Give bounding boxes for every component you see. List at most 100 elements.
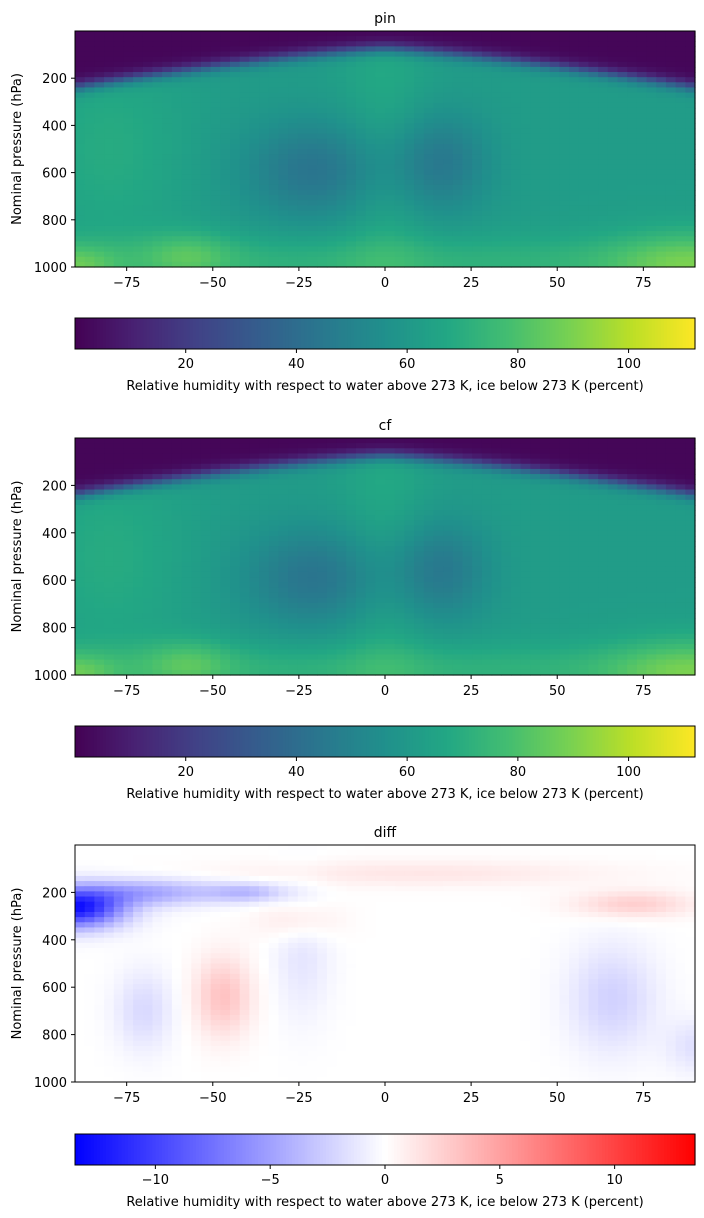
- heatmap-cell: [297, 556, 309, 563]
- heatmap-cell: [617, 41, 628, 47]
- heatmap-cell: [210, 82, 221, 89]
- heatmap-cell: [423, 92, 435, 99]
- heatmap-cell: [385, 77, 396, 83]
- heatmap-cell: [414, 92, 425, 99]
- heatmap-cell: [540, 164, 551, 171]
- heatmap-cell: [510, 164, 522, 171]
- heatmap-cell: [230, 241, 241, 248]
- heatmap-cell: [481, 515, 493, 522]
- heatmap-cell: [394, 438, 405, 444]
- heatmap-cell: [617, 66, 628, 73]
- heatmap-cell: [162, 128, 173, 135]
- heatmap-cell: [152, 582, 163, 589]
- heatmap-cell: [375, 149, 386, 155]
- heatmap-cell: [259, 515, 270, 522]
- heatmap-cell: [540, 530, 551, 537]
- heatmap-cell: [152, 179, 163, 186]
- heatmap-cell: [249, 164, 260, 171]
- heatmap-cell: [94, 190, 105, 196]
- heatmap-cell: [133, 107, 144, 114]
- heatmap-cell: [481, 474, 493, 480]
- colorbar-segment: [152, 318, 157, 349]
- heatmap-cell: [520, 256, 531, 263]
- heatmap-cell: [569, 256, 580, 263]
- heatmap-cell: [481, 190, 493, 196]
- heatmap-cell: [472, 499, 483, 506]
- colorbar-frame: [74, 317, 696, 350]
- heatmap-cell: [607, 46, 619, 53]
- heatmap-cell: [414, 458, 425, 465]
- heatmap-cell: [443, 458, 454, 465]
- heatmap-cell: [162, 438, 173, 444]
- heatmap-cell: [220, 463, 231, 470]
- heatmap-cell: [375, 566, 386, 573]
- heatmap-cell: [423, 458, 435, 465]
- heatmap-cell: [171, 215, 183, 222]
- heatmap-cell: [636, 97, 648, 104]
- heatmap-cell: [433, 36, 444, 42]
- heatmap-cell: [472, 484, 483, 491]
- heatmap-cell: [94, 169, 105, 176]
- heatmap-cell: [133, 241, 144, 248]
- heatmap-cell: [617, 453, 628, 460]
- heatmap-cell: [171, 118, 183, 124]
- heatmap-cell: [181, 474, 192, 480]
- heatmap-cell: [588, 200, 599, 207]
- heatmap-cell: [133, 220, 144, 227]
- heatmap-cell: [142, 113, 154, 119]
- heatmap-cell: [598, 463, 609, 470]
- heatmap-cell: [200, 236, 212, 242]
- heatmap-cell: [443, 541, 454, 547]
- heatmap-cell: [230, 479, 241, 485]
- heatmap-cell: [394, 128, 405, 135]
- heatmap-cell: [123, 535, 134, 542]
- heatmap-cell: [549, 474, 560, 480]
- heatmap-cell: [394, 97, 405, 104]
- heatmap-cell: [171, 159, 183, 165]
- heatmap-cell: [355, 246, 367, 253]
- heatmap-cell: [104, 102, 115, 109]
- heatmap-cell: [317, 179, 328, 186]
- heatmap-cell: [646, 438, 657, 444]
- heatmap-cell: [75, 164, 86, 171]
- heatmap-cell: [239, 200, 250, 207]
- heatmap-cell: [210, 169, 221, 176]
- heatmap-cell: [288, 72, 299, 78]
- heatmap-cell: [123, 200, 134, 207]
- heatmap-cell: [656, 46, 667, 53]
- heatmap-cell: [84, 205, 95, 212]
- heatmap-cell: [239, 236, 250, 242]
- heatmap-cell: [433, 164, 444, 171]
- heatmap-cell: [462, 556, 473, 563]
- heatmap-cell: [84, 463, 95, 470]
- heatmap-cell: [239, 113, 250, 119]
- heatmap-cell: [210, 164, 221, 171]
- heatmap-cell: [481, 123, 493, 130]
- heatmap-cell: [191, 577, 202, 583]
- heatmap-cell: [152, 474, 163, 480]
- heatmap-cell: [404, 149, 415, 155]
- heatmap-cell: [336, 61, 347, 68]
- heatmap-cell: [326, 530, 338, 537]
- heatmap-cell: [288, 530, 299, 537]
- heatmap-cell: [685, 556, 696, 563]
- heatmap-cell: [171, 154, 183, 160]
- heatmap-cell: [569, 41, 580, 47]
- heatmap-cell: [588, 566, 599, 573]
- heatmap-cell: [346, 251, 357, 258]
- heatmap-cell: [162, 541, 173, 547]
- heatmap-cell: [394, 56, 405, 63]
- heatmap-cell: [452, 159, 464, 165]
- heatmap-cell: [578, 561, 590, 568]
- heatmap-cell: [259, 179, 270, 186]
- colorbar-tick-label: 80: [510, 357, 527, 372]
- heatmap-cell: [675, 448, 686, 455]
- heatmap-cell: [162, 190, 173, 196]
- heatmap-cell: [297, 92, 309, 99]
- heatmap-cell: [530, 138, 541, 145]
- heatmap-cell: [423, 551, 435, 558]
- heatmap-cell: [307, 251, 318, 258]
- heatmap-cell: [230, 220, 241, 227]
- heatmap-cell: [191, 515, 202, 522]
- heatmap-cell: [578, 535, 590, 542]
